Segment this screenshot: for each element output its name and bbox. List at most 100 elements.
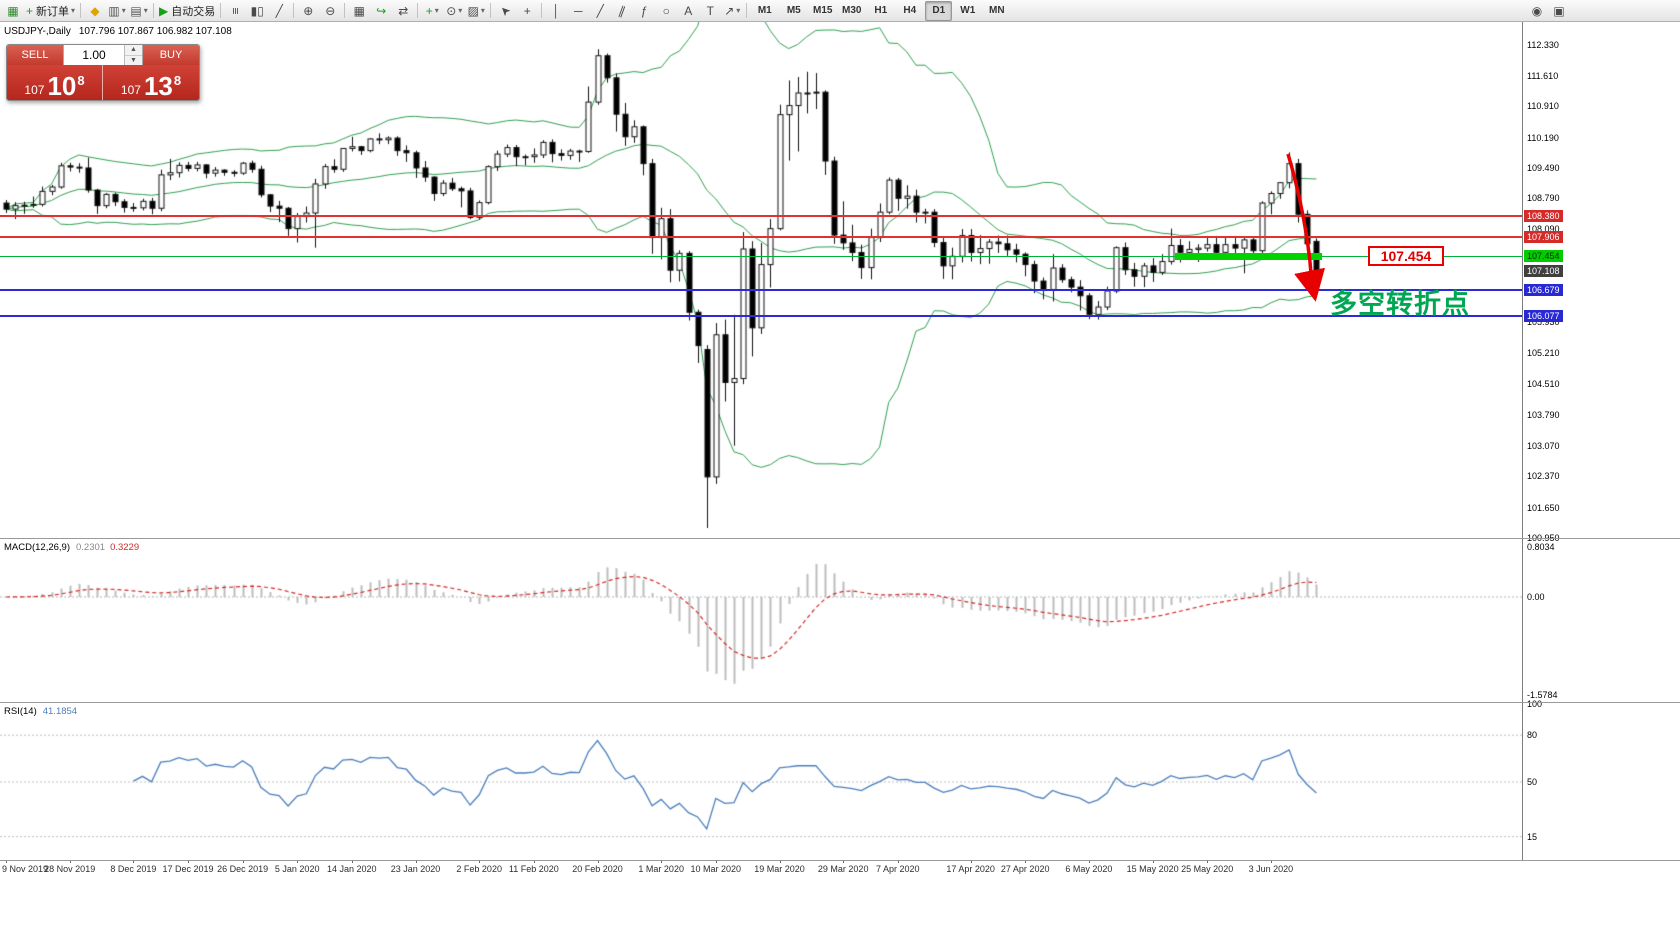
time-axis-tick <box>597 860 599 863</box>
mql5-button[interactable]: ◆ <box>85 1 105 21</box>
arrows-icon: ↗ <box>724 3 735 18</box>
toolbar-right-group: ◉ ▣ <box>1526 1 1570 21</box>
timeframe-mn-button[interactable]: MN <box>988 5 1005 16</box>
price-line-108.380[interactable] <box>0 215 1522 218</box>
price-axis-label: 80 <box>1527 730 1538 741</box>
highlight-line[interactable] <box>1175 252 1322 260</box>
pane-separator-macd[interactable] <box>0 538 1680 539</box>
ellipse-button[interactable]: ○ <box>656 1 676 21</box>
sell-price-big: 10 <box>47 71 77 101</box>
trendline-button[interactable]: ╱ <box>590 1 610 21</box>
time-axis-label: 10 Mar 2020 <box>690 864 742 874</box>
time-axis-tick <box>970 860 972 863</box>
cursor-button[interactable]: ➤ <box>495 1 515 21</box>
price-line-107.454[interactable] <box>0 255 1522 257</box>
price-axis-label: 105.210 <box>1527 348 1560 359</box>
price-line-106.077[interactable] <box>0 314 1522 317</box>
toolbar-separator <box>344 3 346 18</box>
time-axis-separator <box>0 860 1680 861</box>
tile-windows-button[interactable]: ▦ <box>349 1 369 21</box>
bar-chart-icon: ≡ <box>228 6 243 15</box>
monitor-button[interactable]: ▣ <box>1549 1 1569 21</box>
zoom-in-button[interactable]: ⊕ <box>298 1 318 21</box>
profiles-dropdown-icon: ▾ <box>143 6 148 15</box>
time-axis-label: 15 May 2020 <box>1126 864 1179 874</box>
new-chart-button[interactable]: ▥ ▾ <box>107 1 127 21</box>
sell-button[interactable]: SELL <box>7 45 63 65</box>
seal-button[interactable]: ◉ <box>1527 1 1547 21</box>
note-text[interactable]: 多空转折点 <box>1330 289 1470 319</box>
fibonacci-button[interactable]: ƒ <box>634 1 654 21</box>
price-callout-box[interactable]: 107.454 <box>1368 246 1444 266</box>
channel-button[interactable]: ∥ <box>612 1 632 21</box>
price-line-106.679[interactable] <box>0 288 1522 291</box>
price-axis[interactable]: 112.330 111.610 110.910 110.190 109.490 108.7… <box>1522 22 1680 860</box>
price-axis-label: 105.930 <box>1527 317 1560 328</box>
monitor-icon: ▣ <box>1553 4 1565 18</box>
time-axis-label: 5 Jan 2020 <box>274 864 320 874</box>
buy-price-button[interactable]: 107 13 8 <box>103 65 199 100</box>
volume-input[interactable] <box>64 45 124 65</box>
time-axis-label: 11 Feb 2020 <box>508 864 559 874</box>
price-line-107.906[interactable] <box>0 235 1522 238</box>
buy-button[interactable]: BUY <box>143 45 199 65</box>
time-axis-tick <box>297 860 299 863</box>
volume-down-icon[interactable]: ▼ <box>125 55 142 65</box>
time-axis-label: 28 Nov 2019 <box>44 864 96 874</box>
volume-field: ▲ ▼ <box>63 45 143 65</box>
chart-shift-button[interactable]: ⇄ <box>393 1 413 21</box>
price-axis-label: 103.790 <box>1527 409 1560 420</box>
templates-button[interactable]: ▨ ▾ <box>466 1 486 21</box>
price-axis-marker: 106.077 <box>1524 309 1563 322</box>
text-label-button[interactable]: T <box>700 1 720 21</box>
volume-up-icon[interactable]: ▲ <box>125 45 142 56</box>
timeframe-h1-button[interactable]: H1 <box>874 5 888 16</box>
auto-scroll-button[interactable]: ↪ <box>371 1 391 21</box>
profiles-button[interactable]: ▤ ▾ <box>129 1 149 21</box>
sell-price-button[interactable]: 107 10 8 <box>7 65 103 100</box>
toolbar-separator <box>293 3 295 18</box>
line-chart-button[interactable]: ╱ <box>269 1 289 21</box>
vertical-line-button[interactable]: │ <box>546 1 566 21</box>
buy-price-big: 13 <box>143 71 173 101</box>
new-order-icon: + <box>26 3 34 18</box>
tile-windows-icon: ▦ <box>353 3 365 18</box>
zoom-out-button[interactable]: ⊖ <box>320 1 340 21</box>
timeframe-w1-button[interactable]: W1 <box>960 5 976 16</box>
timeframe-m15-button[interactable]: M15 <box>813 5 833 16</box>
time-axis-label: 19 Mar 2020 <box>754 864 805 874</box>
bar-chart-button[interactable]: ≡ <box>225 1 245 21</box>
arrows-button[interactable]: ↗ ▾ <box>722 1 742 21</box>
templates-icon: ▨ <box>467 3 479 18</box>
toolbar-separator <box>490 3 492 18</box>
time-axis-label: 3 Jun 2020 <box>1248 864 1294 874</box>
timeframe-m30-button[interactable]: M30 <box>842 5 862 16</box>
time-axis-tick <box>1207 860 1209 863</box>
time-axis-tick <box>1270 860 1272 863</box>
indicators-button[interactable]: + ▾ <box>422 1 442 21</box>
price-axis-label: 109.490 <box>1527 162 1560 173</box>
price-axis-label: 112.330 <box>1527 39 1559 50</box>
timeframe-m1-button[interactable]: M1 <box>757 5 772 16</box>
pane-separator-rsi[interactable] <box>0 702 1680 703</box>
time-axis-tick <box>661 860 663 863</box>
text-button[interactable]: A <box>678 1 698 21</box>
horizontal-line-button[interactable]: ─ <box>568 1 588 21</box>
timeframe-m5-button[interactable]: M5 <box>786 5 801 16</box>
time-axis[interactable]: 9 Nov 2019 28 Nov 2019 8 Dec 2019 17 Dec 20… <box>0 860 1680 882</box>
new-order-button[interactable]: + 新订单 ▾ <box>25 1 76 21</box>
timeframe-h4-button[interactable]: H4 <box>903 5 917 16</box>
price-axis-label: 110.910 <box>1527 101 1559 112</box>
crosshair-button[interactable]: + <box>517 1 537 21</box>
candlestick-chart-button[interactable]: ▮▯ <box>247 1 267 21</box>
new-order-dropdown-icon: ▾ <box>71 6 76 15</box>
periods-button[interactable]: ⊙ ▾ <box>444 1 464 21</box>
rsi-value: 41.1854 <box>42 706 78 717</box>
autotrade-button[interactable]: ▶ 自动交易 <box>158 1 216 21</box>
periods-dropdown-icon: ▾ <box>458 6 463 15</box>
zoom-in-icon: ⊕ <box>303 3 314 18</box>
autotrade-icon: ▶ <box>159 3 169 18</box>
timeframe-d1-button[interactable]: D1 <box>925 0 953 21</box>
time-axis-tick <box>1152 860 1154 863</box>
price-chart-canvas[interactable] <box>0 22 1522 945</box>
